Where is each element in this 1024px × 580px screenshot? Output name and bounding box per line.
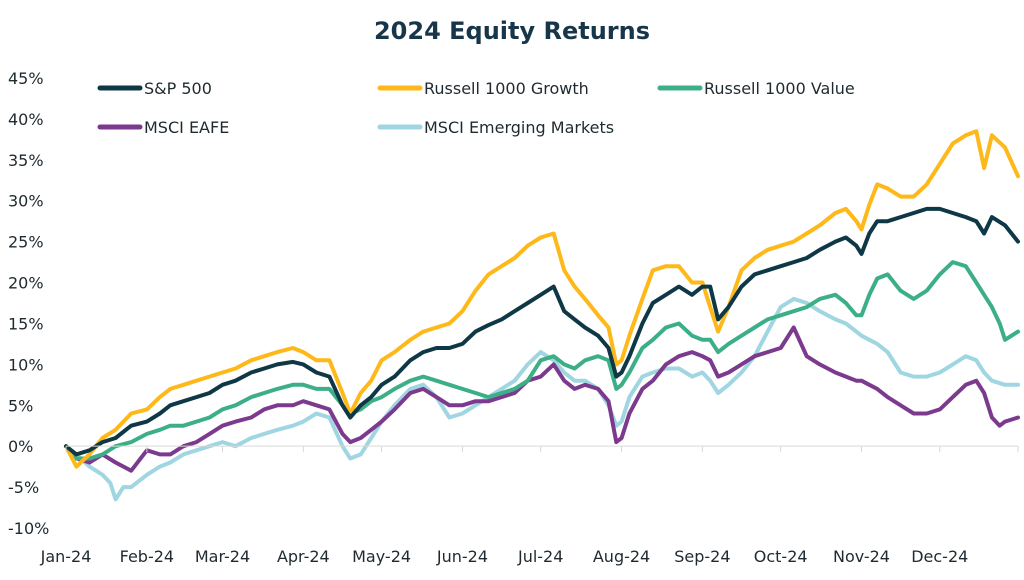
y-tick-label: 45% [8, 69, 44, 88]
x-tick-label: Aug-24 [593, 547, 650, 566]
y-tick-label: -5% [8, 478, 39, 497]
x-tick-label: Jan-24 [40, 547, 92, 566]
y-tick-label: 35% [8, 151, 44, 170]
series-line-msci-emerging-markets [64, 296, 1020, 502]
legend-item: Russell 1000 Growth [377, 79, 589, 98]
legend-label: MSCI EAFE [144, 118, 229, 137]
x-tick-label: Apr-24 [277, 547, 330, 566]
legend-label: S&P 500 [144, 79, 212, 98]
x-tick-label: Dec-24 [911, 547, 968, 566]
y-tick-label: 30% [8, 192, 44, 211]
x-tick-label: Sep-24 [674, 547, 730, 566]
x-tick-label: Jul-24 [517, 547, 563, 566]
legend-item: S&P 500 [97, 79, 212, 98]
legend-label: Russell 1000 Value [704, 79, 855, 98]
y-tick-label: 0% [8, 437, 33, 456]
x-tick-label: Feb-24 [120, 547, 174, 566]
series-line-msci-eafe [64, 325, 1020, 473]
series-line-russell-1000-growth [64, 129, 1020, 469]
x-tick-label: Mar-24 [195, 547, 250, 566]
legend-label: MSCI Emerging Markets [424, 118, 614, 137]
y-tick-label: 10% [8, 355, 44, 374]
y-tick-label: 25% [8, 233, 44, 252]
x-tick-label: Nov-24 [833, 547, 890, 566]
axes: 45% 40% 35% 30% 25% 20% 15% 10% 5% 0% -5% -10% Jan-2… [8, 69, 1019, 566]
legend-item: MSCI EAFE [97, 118, 229, 137]
y-tick-label: 40% [8, 110, 44, 129]
legend-label: Russell 1000 Growth [424, 79, 589, 98]
y-tick-label: 15% [8, 314, 44, 333]
y-tick-label: 5% [8, 396, 33, 415]
series-line-russell-1000-value [64, 260, 1020, 461]
x-tick-label: Oct-24 [754, 547, 808, 566]
x-tick-label: Jun-24 [436, 547, 488, 566]
legend-item: Russell 1000 Value [657, 79, 855, 98]
series-line-s-p-500 [64, 206, 1020, 457]
series-lines [64, 129, 1020, 502]
y-tick-label: -10% [8, 519, 49, 538]
x-tick-label: May-24 [352, 547, 411, 566]
y-tick-label: 20% [8, 274, 44, 293]
legend-item: MSCI Emerging Markets [377, 118, 614, 137]
legend: S&P 500 Russell 1000 Growth Russell 1000 V… [97, 79, 855, 137]
chart-title: 2024 Equity Returns [373, 17, 651, 45]
